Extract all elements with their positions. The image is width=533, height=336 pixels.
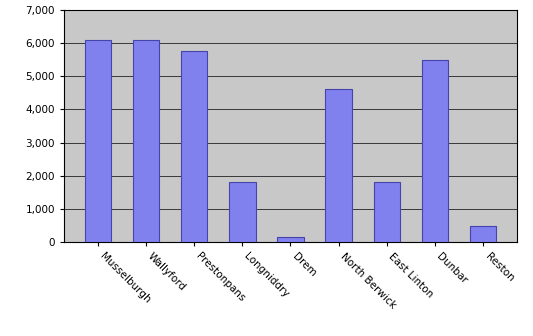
Bar: [181, 51, 207, 242]
Bar: [277, 237, 304, 242]
Bar: [470, 226, 496, 242]
Bar: [133, 40, 159, 242]
Bar: [229, 182, 255, 242]
Bar: [85, 40, 111, 242]
Bar: [326, 89, 352, 242]
Bar: [422, 60, 448, 242]
Bar: [374, 182, 400, 242]
